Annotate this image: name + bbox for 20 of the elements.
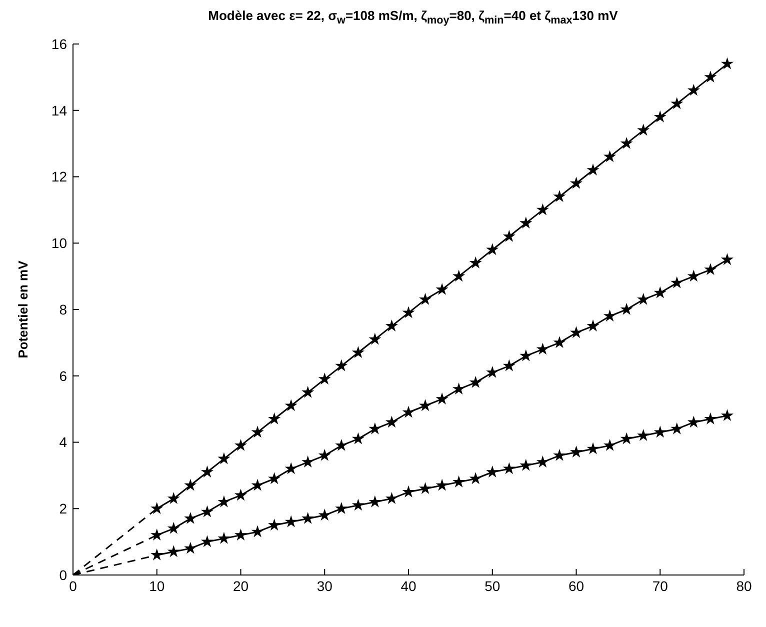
y-tick-label: 12 bbox=[51, 168, 68, 185]
x-tick-label: 10 bbox=[149, 578, 165, 594]
chart-title: Modèle avec ε= 22, σ$_{w}$=108 mS/m, ζ$_{moy}$=80, ζ$_{min}$=40 et ζ$_{max}$130 mV bbox=[208, 8, 618, 27]
x-tick-label: 70 bbox=[652, 578, 668, 594]
x-tick-label: 0 bbox=[69, 578, 78, 594]
y-tick-label: 2 bbox=[59, 500, 68, 517]
x-tick-label: 60 bbox=[568, 578, 584, 594]
x-tick-label: 80 bbox=[736, 578, 752, 594]
x-tick-label: 40 bbox=[400, 578, 416, 594]
y-tick-label: 8 bbox=[59, 301, 68, 318]
y-tick-label: 0 bbox=[59, 566, 68, 583]
y-tick-label: 14 bbox=[51, 102, 68, 118]
y-tick-label: 10 bbox=[51, 235, 68, 252]
y-tick-label: 6 bbox=[59, 368, 68, 384]
y-axis-title: Potentiel en mV bbox=[16, 260, 31, 358]
y-tick-label: 4 bbox=[59, 434, 68, 450]
y-tick-label: 16 bbox=[51, 36, 68, 52]
x-tick-label: 20 bbox=[232, 578, 249, 594]
x-tick-label: 30 bbox=[316, 578, 333, 594]
x-tick-label: 50 bbox=[484, 578, 500, 594]
